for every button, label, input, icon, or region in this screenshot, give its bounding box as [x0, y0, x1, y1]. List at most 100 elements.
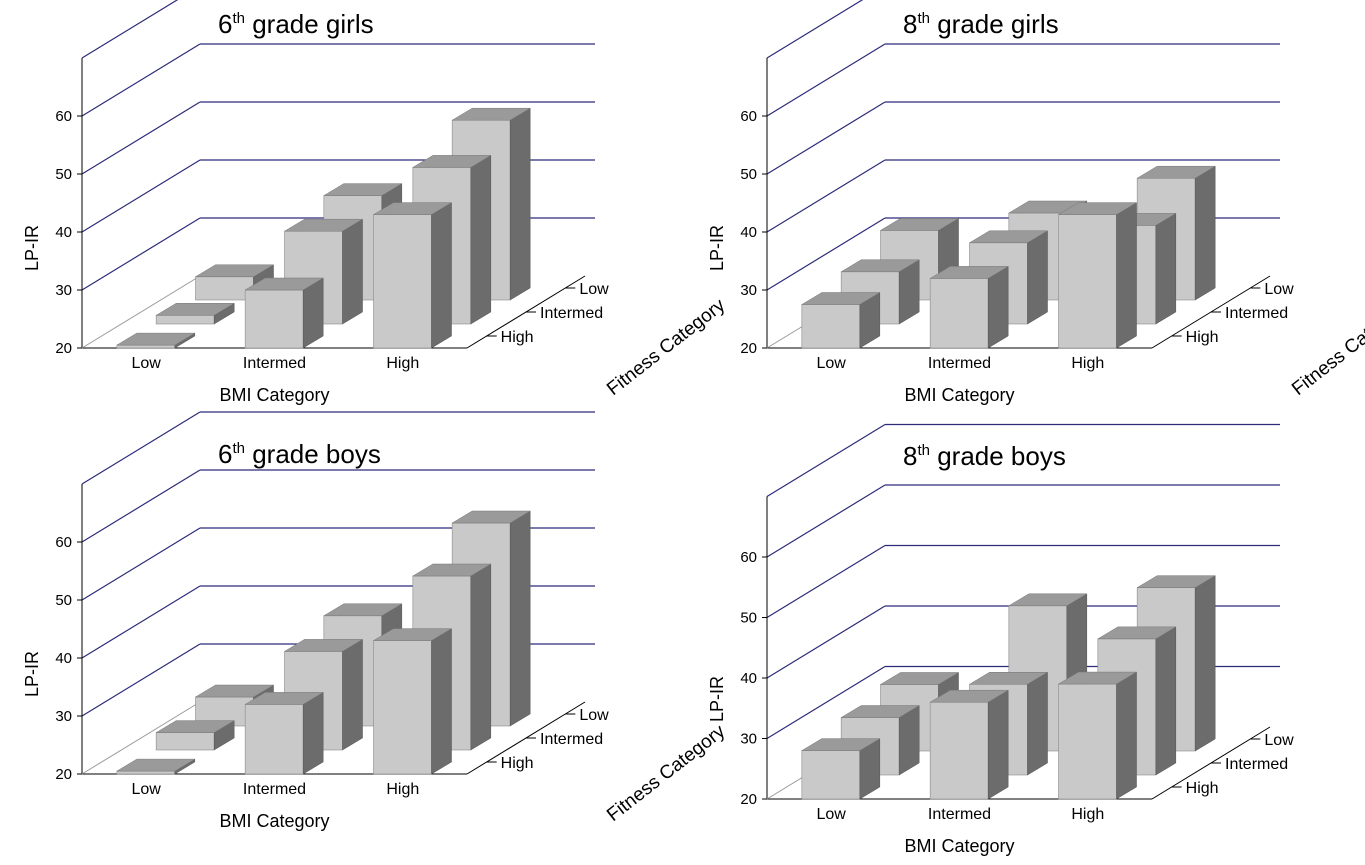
y-tick-label: 50 — [740, 610, 757, 627]
bar-side — [431, 202, 452, 349]
y-tick-label: 30 — [740, 282, 757, 299]
grid-diagonal — [81, 527, 201, 601]
grid-diagonal — [766, 423, 886, 498]
y-tick-label: 40 — [55, 224, 72, 241]
bar-top — [1057, 671, 1138, 685]
chart-svg: 6th grade girls 20 30 40 50 60 High Intermed Low… — [22, 0, 730, 405]
bar — [372, 202, 453, 349]
bar-front — [116, 344, 176, 349]
y-tick-label: 20 — [55, 340, 72, 357]
bar — [929, 265, 1010, 349]
grid-diagonal — [766, 0, 864, 59]
y-axis-title: LP-IR — [22, 651, 42, 697]
bar-side — [1155, 212, 1177, 325]
depth-label: Intermed — [1225, 756, 1288, 773]
y-axis-title: LP-IR — [707, 225, 727, 271]
grid-diagonal — [81, 43, 201, 117]
depth-label: Low — [1264, 732, 1294, 749]
x-category-label: High — [386, 781, 419, 798]
chart-title: 8th grade girls — [903, 9, 1059, 39]
bar-front — [373, 214, 432, 349]
x-category-label: Low — [816, 806, 846, 823]
bar-side — [1027, 230, 1048, 325]
y-tick-label: 60 — [55, 108, 72, 125]
y-tick-label: 30 — [55, 282, 72, 299]
bar — [115, 332, 196, 349]
y-tick-label: 50 — [740, 166, 757, 183]
bar-side — [470, 563, 492, 751]
chart-title: 8th grade boys — [903, 441, 1066, 471]
depth-label: Intermed — [540, 305, 603, 322]
bar-top — [322, 603, 403, 617]
y-tick-label: 40 — [740, 670, 757, 687]
depth-label: High — [501, 755, 534, 772]
chart-title: 6th grade boys — [218, 439, 381, 469]
floor-edge — [81, 275, 201, 349]
depth-label: High — [1186, 780, 1219, 797]
bar-side — [987, 265, 1009, 349]
bar-top — [411, 563, 492, 577]
bar-side — [1155, 626, 1177, 776]
floor-edge — [81, 701, 201, 775]
bar-front — [155, 732, 215, 751]
bar-side — [431, 628, 452, 775]
bar-front — [116, 770, 176, 775]
bar-top — [451, 510, 532, 524]
chart-svg: 6th grade boys2030405060HighIntermedLowF… — [22, 411, 730, 831]
z-axis-title: Fitness Category — [1288, 295, 1365, 400]
bar-front — [373, 640, 432, 775]
depth-label: Intermed — [540, 731, 603, 748]
grid-diagonal — [766, 605, 886, 679]
bar — [1057, 671, 1138, 800]
bar-side — [987, 689, 1009, 800]
depth-label: Low — [579, 281, 609, 298]
grid-diagonal — [766, 544, 886, 619]
x-axis-title: BMI Category — [904, 836, 1014, 856]
grid-diagonal — [81, 159, 201, 233]
y-axis-title: LP-IR — [707, 676, 727, 722]
bar-top — [1136, 575, 1217, 588]
depth-label: High — [501, 329, 534, 346]
grid-diagonal — [81, 0, 179, 59]
bar-top — [929, 266, 1010, 279]
grid-diagonal — [766, 159, 886, 233]
bar-top — [194, 264, 275, 278]
bar-top — [283, 218, 364, 232]
y-tick-label: 60 — [740, 549, 757, 566]
bar-top — [879, 218, 960, 231]
bar-top — [800, 738, 881, 751]
bar-front — [1058, 683, 1117, 800]
bar-front — [244, 704, 304, 775]
y-tick-label: 20 — [55, 766, 72, 783]
x-category-label: Intermed — [928, 355, 991, 372]
bar — [115, 758, 196, 775]
bar-top — [244, 692, 325, 705]
bar-side — [470, 154, 492, 325]
bar-top — [411, 155, 492, 168]
bar-top — [283, 639, 364, 652]
chart-svg: 8th grade boys 20 30 40 50 60 High Intermed Low L… — [707, 423, 1294, 856]
bar-top — [1096, 626, 1177, 640]
bar-top — [1057, 202, 1138, 215]
depth-label: Low — [1264, 281, 1294, 298]
y-tick-label: 30 — [740, 731, 757, 748]
depth-label: Intermed — [1225, 305, 1288, 322]
y-tick-label: 20 — [740, 340, 757, 357]
chart-title: 6th grade girls — [218, 9, 374, 39]
bar-front — [929, 278, 989, 349]
bar-front — [155, 314, 215, 325]
bar-side — [509, 510, 531, 727]
bar-side — [342, 218, 363, 325]
y-tick-label: 20 — [740, 791, 757, 808]
bar-top — [244, 277, 325, 291]
bar-top — [372, 202, 453, 215]
y-tick-label: 60 — [740, 108, 757, 125]
bar-front — [801, 750, 861, 800]
grid-diagonal — [81, 411, 201, 485]
bar — [800, 292, 881, 349]
bar-top — [322, 183, 403, 196]
x-axis-title: BMI Category — [219, 385, 329, 405]
bar-top — [194, 684, 275, 698]
bar-side — [1194, 575, 1216, 752]
depth-label: High — [1186, 329, 1219, 346]
